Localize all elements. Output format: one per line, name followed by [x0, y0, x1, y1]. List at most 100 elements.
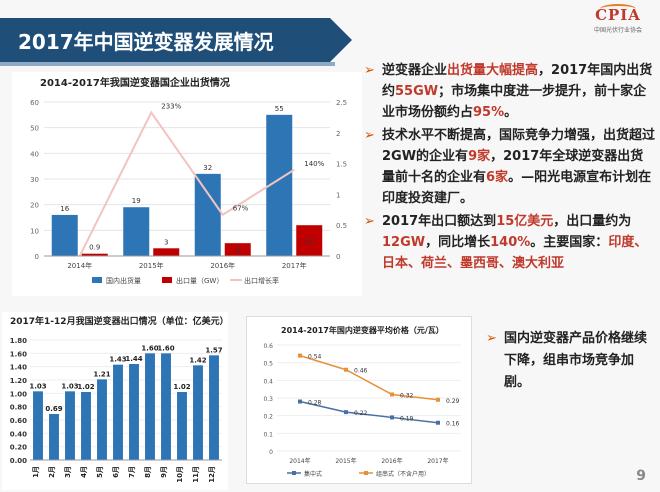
highlight-text: 15亿美元	[496, 214, 554, 229]
bar-export	[153, 248, 180, 256]
price-chart-panel: 2014-2017年国内逆变器平均价格（元/瓦） 0 0.1 0.2 0.3 0.4 0.…	[246, 316, 472, 484]
bar-export	[224, 243, 251, 256]
chart2-title: 2017年1-12月我国逆变器出口情况（单位：亿美元）	[10, 317, 229, 327]
y-tick-label: 0.80	[10, 404, 27, 412]
growth-rate-line	[78, 110, 295, 257]
y-tick-label: 1.20	[10, 377, 27, 385]
x-tick-label: 2014年	[289, 457, 310, 465]
bar-month	[33, 391, 43, 460]
x-tick-label: 6月	[112, 466, 120, 478]
y-tick-label: 10	[30, 227, 39, 235]
bar-label: 1.43	[109, 356, 126, 364]
y-tick-label: 0.20	[10, 444, 27, 452]
bar-label: 1.21	[93, 370, 110, 378]
legend-swatch	[92, 277, 102, 283]
bar-month	[209, 355, 219, 460]
x-tick-label: 8月	[144, 466, 152, 478]
bar-month	[113, 364, 123, 460]
y-tick-label: 0.60	[10, 417, 27, 425]
y2-tick-label: 2	[336, 130, 340, 138]
shipment-chart-panel: 2014-2017年我国逆变器国企业出货情况 0 10 20 30 40 50 60 0 0.5…	[12, 72, 362, 296]
highlight-text: 印度、日本、荷兰、墨西哥、澳大利亚	[382, 235, 648, 271]
y-tick-label: 0.3	[263, 396, 273, 403]
bullet-text: ，同比增长	[425, 235, 491, 250]
x-tick-label: 2014年	[67, 261, 92, 270]
x-tick-label: 2015年	[335, 457, 356, 465]
legend-label: 出口量（GW）	[176, 276, 223, 285]
highlight-text: 6家	[486, 170, 509, 185]
legend-marker	[364, 471, 368, 475]
point-label: 0.29	[446, 398, 460, 405]
bullet-item-price: ➢ 国内逆变器产品价格继续下降，组串市场竞争加剧。	[486, 328, 656, 394]
bar-month	[145, 353, 155, 460]
title-banner: 2017年中国逆变器发展情况	[0, 18, 352, 62]
line-label: 233%	[161, 102, 181, 110]
logo-subtext: 中国光伏行业协会	[593, 27, 642, 34]
bar-label: 0.69	[45, 405, 62, 413]
x-tick-label: 2017年	[427, 457, 448, 465]
price-point	[390, 392, 394, 397]
y-tick-label: 1.60	[10, 350, 27, 358]
point-label: 0.28	[308, 400, 322, 407]
bar-month	[97, 379, 107, 460]
bullet-text: 。—阳光电源宣布计划在印度投资建厂。	[382, 170, 652, 206]
y-tick-label: 1.00	[10, 390, 27, 398]
bar-label: 1.44	[125, 355, 142, 363]
bullet-text: 。	[504, 105, 518, 120]
price-point	[436, 397, 440, 402]
point-label: 0.19	[400, 415, 414, 422]
y2-tick-label: 1	[336, 191, 340, 199]
x-tick-label: 2015年	[139, 261, 164, 270]
legend-label: 组串式（不含户用）	[376, 470, 430, 478]
bullet-price-text: 国内逆变器产品价格继续下降，组串市场竞争加剧。	[504, 331, 648, 390]
bar-domestic	[194, 173, 221, 256]
price-point	[390, 415, 394, 420]
export-chart: 0.00 0.20 0.40 0.60 0.80 1.00 1.20 1.40 1.60 1.80…	[10, 337, 223, 483]
x-tick-label: 12月	[208, 466, 216, 483]
y-tick-label: 0	[35, 253, 39, 261]
chart1-title: 2014-2017年我国逆变器国企业出货情况	[40, 78, 230, 89]
y-tick-label: 1.80	[10, 337, 27, 345]
shipment-chart: 0 10 20 30 40 50 60 0 0.5 1 1.5 2 2.5 16 0.9 2014年 19 3 20…	[30, 99, 347, 285]
price-point	[298, 353, 302, 358]
arrow-bullet-icon: ➢	[364, 63, 375, 78]
price-line	[299, 400, 439, 424]
highlight-text: 95%	[473, 105, 505, 120]
bar-export	[81, 253, 108, 256]
y2-tick-label: 1.5	[336, 161, 347, 169]
highlight-text: 9家	[468, 149, 491, 164]
y-tick-label: 0.4	[263, 378, 273, 385]
x-tick-label: 2016年	[210, 261, 235, 270]
point-label: 0.22	[354, 410, 368, 417]
bar-label: 12	[305, 238, 314, 246]
bar-label: 55	[275, 105, 284, 113]
bar-month	[49, 414, 59, 460]
bullet-text: 技术水平不断提高，国际竞争力增强，出货超过2GW的企业有	[382, 128, 656, 164]
highlight-text: 140%	[490, 235, 531, 250]
y-tick-label: 0.40	[10, 430, 27, 438]
x-tick-label: 4月	[80, 466, 88, 478]
arrow-bullet-icon: ➢	[486, 331, 497, 346]
bar-label: 32	[203, 164, 212, 172]
y-tick-label: 0	[269, 449, 273, 456]
y-tick-label: 20	[30, 202, 39, 210]
bar-label: 1.03	[29, 382, 46, 390]
highlight-text: 出货量大幅提高	[447, 63, 539, 78]
x-tick-label: 2月	[48, 466, 56, 478]
bar-label: 5	[236, 247, 240, 255]
legend-swatch	[162, 277, 172, 283]
bar-export	[296, 225, 323, 256]
slide-title: 2017年中国逆变器发展情况	[18, 30, 274, 54]
page-number: 9	[636, 468, 646, 484]
price-point	[436, 420, 440, 425]
bar-label: 19	[132, 197, 141, 205]
logo-arc-icon	[600, 4, 636, 14]
y-tick-label: 60	[30, 99, 39, 107]
legend-marker	[292, 471, 296, 475]
point-label: 0.54	[308, 354, 322, 361]
arrow-bullet-icon: ➢	[364, 214, 375, 229]
point-label: 0.46	[354, 368, 368, 375]
x-tick-label: 9月	[160, 466, 168, 478]
bar-label: 16	[60, 205, 69, 213]
bullet-list: ➢ 逆变器企业出货量大幅提高，2017年国内出货约55GW；市场集中度进一步提升，…	[364, 60, 656, 276]
